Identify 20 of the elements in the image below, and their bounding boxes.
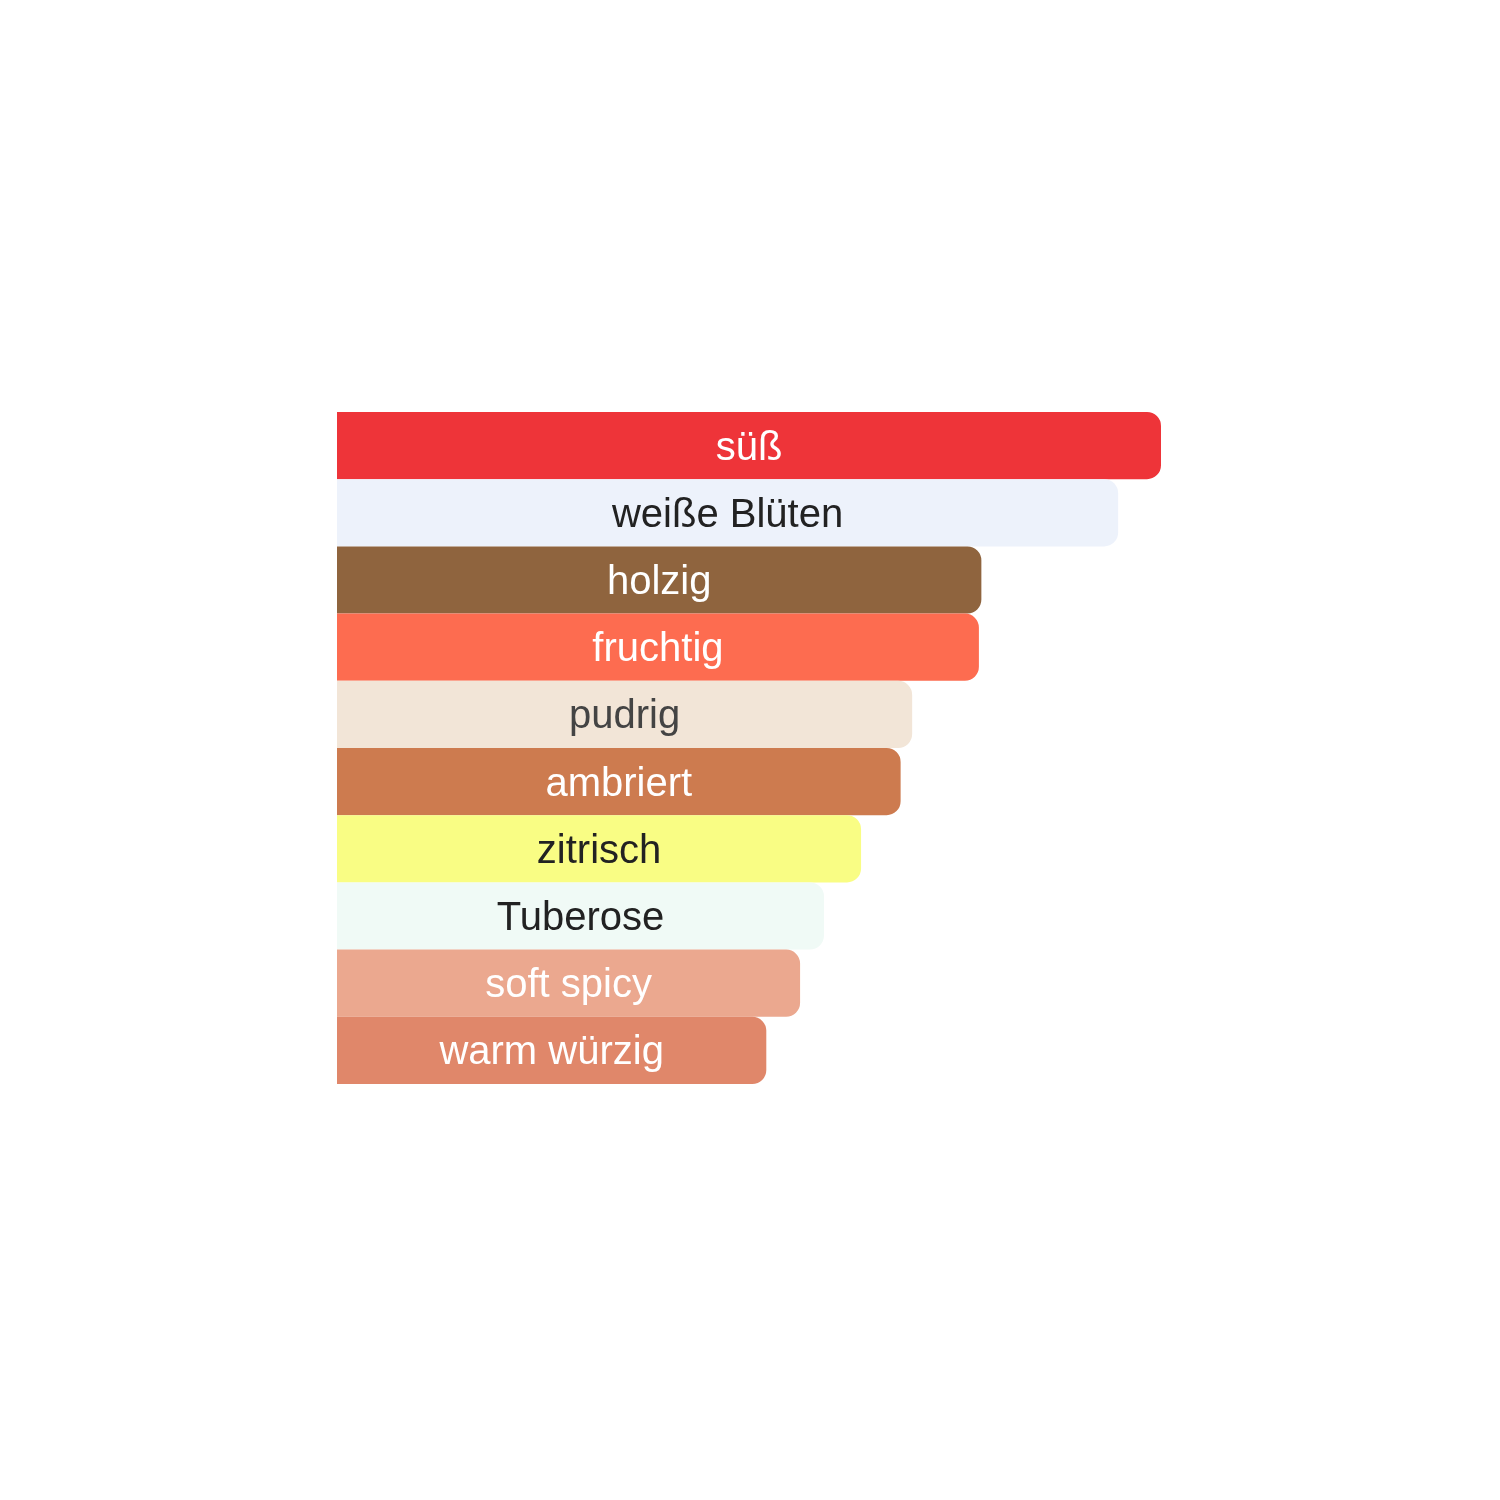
- bar: [337, 412, 1161, 480]
- bar: [337, 949, 801, 1017]
- bar: [337, 1016, 767, 1084]
- y-tick-label: süß: [715, 423, 783, 468]
- y-tick-label: pudrig: [568, 692, 681, 737]
- y-tick-label: zitrisch: [536, 826, 662, 871]
- bar: [337, 479, 1119, 547]
- y-tick-label: soft spicy: [485, 961, 652, 1006]
- y-tick-label: warm würzig: [438, 1028, 664, 1073]
- bar: [337, 613, 979, 681]
- y-tick-label: holzig: [606, 558, 712, 602]
- bar: [337, 546, 982, 614]
- y-tick-label: ambriert: [545, 759, 693, 804]
- bar: [337, 748, 901, 816]
- y-tick-label: Tuberose: [496, 894, 665, 938]
- y-tick-label: weiße Blüten: [610, 490, 844, 535]
- bar: [337, 882, 824, 950]
- bar: [337, 680, 913, 748]
- y-tick-label: fruchtig: [592, 625, 724, 670]
- bar: [337, 815, 862, 883]
